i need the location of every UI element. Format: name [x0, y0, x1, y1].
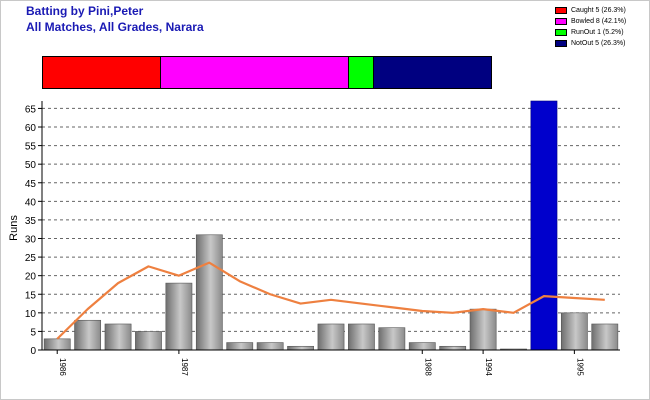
legend-swatch-runout: [555, 29, 567, 36]
x-tick-label-1986: 1986: [58, 358, 67, 376]
legend-swatch-caught: [555, 7, 567, 14]
dismissal-segment-bowled: [161, 57, 350, 88]
bar-14: [469, 308, 497, 351]
legend-item-runout: RunOut 1 (5.2%): [555, 27, 626, 38]
bar-16: [530, 100, 558, 351]
y-tick-label-35: 35: [25, 216, 37, 227]
x-tick-label-1995: 1995: [575, 358, 584, 376]
y-tick-label-25: 25: [25, 253, 37, 264]
legend-item-notout: NotOut 5 (26.3%): [555, 38, 626, 49]
bar-13: [439, 345, 467, 351]
chart-title: Batting by Pini,Peter: [26, 4, 144, 18]
chart-subtitle: All Matches, All Grades, Narara: [26, 20, 204, 34]
legend-label-notout: NotOut 5 (26.3%): [571, 40, 626, 47]
x-tick-label-1988: 1988: [423, 358, 432, 376]
legend-label-runout: RunOut 1 (5.2%): [571, 29, 624, 36]
dismissal-segment-runout: [349, 57, 374, 88]
y-tick-label-30: 30: [25, 235, 37, 246]
legend-label-bowled: Bowled 8 (42.1%): [571, 18, 627, 25]
y-tick-label-50: 50: [25, 160, 37, 171]
bar-10: [348, 323, 375, 351]
bar-7: [256, 342, 284, 351]
legend-swatch-notout: [555, 40, 567, 47]
bar-4: [165, 282, 193, 351]
y-tick-label-55: 55: [25, 142, 37, 153]
bar-0: [43, 338, 71, 351]
y-tick-label-10: 10: [25, 309, 37, 320]
y-tick-label-20: 20: [25, 272, 37, 283]
legend: Caught 5 (26.3%) Bowled 8 (42.1%) RunOut…: [555, 5, 626, 49]
bar-18: [591, 323, 619, 351]
bar-1: [74, 319, 102, 351]
average-line: [56, 261, 605, 340]
bar-11: [378, 327, 406, 351]
legend-swatch-bowled: [555, 18, 567, 25]
x-tick-label-1994: 1994: [484, 358, 493, 376]
bar-12: [408, 342, 436, 351]
y-tick-label-40: 40: [25, 197, 37, 208]
legend-item-caught: Caught 5 (26.3%): [555, 5, 626, 16]
bar-3: [135, 331, 162, 351]
legend-item-bowled: Bowled 8 (42.1%): [555, 16, 626, 27]
bar-2: [104, 323, 132, 351]
y-tick-label-65: 65: [25, 104, 37, 115]
y-tick-label-15: 15: [25, 290, 37, 301]
bar-5: [195, 234, 223, 351]
x-tick-label-1987: 1987: [180, 358, 189, 376]
dismissal-stacked-bar: [42, 56, 492, 89]
bar-9: [317, 323, 345, 351]
y-tick-label-45: 45: [25, 179, 37, 190]
bar-17: [560, 312, 588, 351]
bar-6: [226, 342, 254, 351]
y-tick-label-60: 60: [25, 123, 37, 134]
dismissal-segment-caught: [43, 57, 162, 88]
y-tick-label-0: 0: [30, 346, 36, 357]
dismissal-segment-notout: [373, 57, 492, 88]
bar-8: [287, 345, 314, 351]
y-tick-label-5: 5: [30, 327, 36, 338]
legend-label-caught: Caught 5 (26.3%): [571, 7, 626, 14]
y-axis-label: Runs: [8, 215, 20, 241]
